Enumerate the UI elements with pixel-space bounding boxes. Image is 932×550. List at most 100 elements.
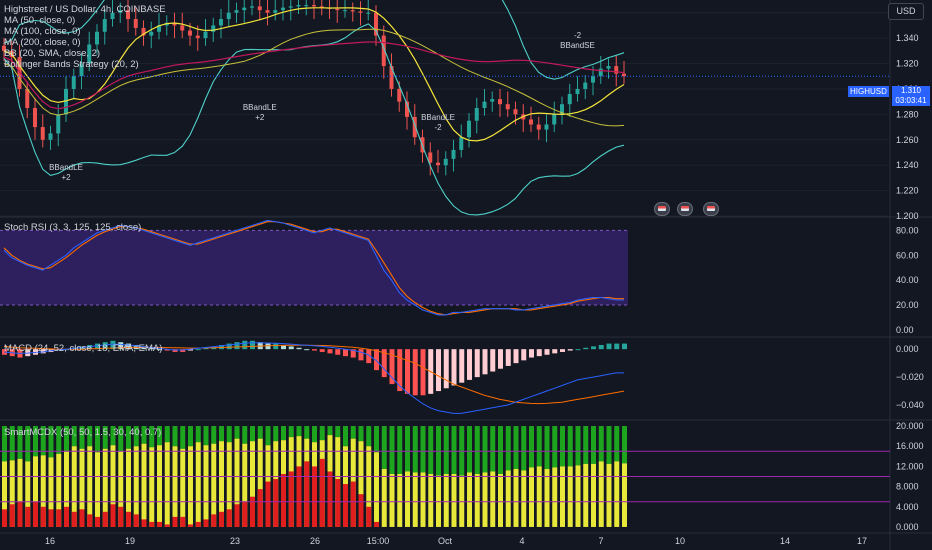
smartmcdx-yellow-bar <box>591 463 596 527</box>
event-flag-icon[interactable] <box>654 202 670 216</box>
smartmcdx-red-bar <box>87 514 93 527</box>
candle <box>552 114 557 125</box>
macd-histogram-bar <box>490 349 496 372</box>
smartmcdx-yellow-bar <box>405 471 410 527</box>
smartmcdx-green-bar <box>335 426 341 438</box>
macd-histogram-bar <box>110 340 116 350</box>
currency-button[interactable]: USD <box>888 3 924 20</box>
overlay-ma100-label[interactable]: MA (100, close, 0) <box>4 26 81 37</box>
smartmcdx-yellow-bar <box>513 468 519 527</box>
smartmcdx-red-bar <box>343 484 348 527</box>
candle <box>583 82 588 89</box>
macd-histogram-bar <box>327 349 333 354</box>
smartmcdx-yellow-bar <box>606 463 612 527</box>
candle <box>126 10 130 20</box>
macd-histogram-bar <box>265 343 271 350</box>
smartmcdx-yellow-bar <box>443 473 449 527</box>
smartmcdx-axis-tick: 8.000 <box>896 482 919 492</box>
smartmcdx-yellow-bar <box>211 443 217 527</box>
smartmcdx-yellow-bar <box>451 473 457 527</box>
smartmcdx-green-bar <box>87 426 93 447</box>
candle <box>296 5 301 7</box>
time-axis-tick: Oct <box>438 536 453 546</box>
candle <box>366 12 371 14</box>
event-flag-icon[interactable] <box>703 202 719 216</box>
smartmcdx-label[interactable]: SmartMCDX (50, 50, 1.5, 30, 40, 0.7) <box>4 427 162 438</box>
candle <box>412 116 417 138</box>
candle <box>544 124 549 130</box>
smartmcdx-green-bar <box>575 426 581 466</box>
smartmcdx-red-bar <box>211 514 217 527</box>
smartmcdx-green-bar <box>48 426 54 458</box>
smartmcdx-green-bar <box>288 426 294 438</box>
smartmcdx-red-bar <box>48 509 54 527</box>
candle <box>490 99 495 102</box>
smartmcdx-green-bar <box>25 426 31 462</box>
smartmcdx-yellow-bar <box>33 456 38 527</box>
smartmcdx-green-bar <box>319 426 325 441</box>
macd-histogram-bar <box>436 349 441 392</box>
candle <box>397 88 402 102</box>
smartmcdx-yellow-bar <box>389 473 395 527</box>
candle <box>2 45 6 51</box>
smartmcdx-green-bar <box>180 426 186 449</box>
overlay-ma50-label[interactable]: MA (50, close, 0) <box>4 15 76 26</box>
candle <box>451 149 456 159</box>
candle <box>71 76 76 89</box>
candle <box>498 99 502 105</box>
price-axis-tick: 1.200 <box>896 211 919 221</box>
smartmcdx-axis-tick: 0.000 <box>896 522 919 532</box>
macd-histogram-bar <box>505 349 511 366</box>
overlay-bbstrategy-label[interactable]: Bollinger Bands Strategy (20, 2) <box>4 59 139 70</box>
smartmcdx-green-bar <box>17 426 23 459</box>
smartmcdx-yellow-bar <box>219 441 224 527</box>
smartmcdx-green-bar <box>281 426 286 441</box>
smartmcdx-yellow-bar <box>149 447 155 527</box>
smartmcdx-red-bar <box>358 494 364 527</box>
signal-qty: +2 <box>255 113 265 122</box>
smartmcdx-red-bar <box>180 516 186 527</box>
candle <box>180 25 185 31</box>
smartmcdx-yellow-bar <box>157 445 162 527</box>
smartmcdx-red-bar <box>71 511 77 527</box>
smartmcdx-yellow-bar <box>544 468 550 527</box>
macd-histogram-bar <box>513 349 519 364</box>
macd-histogram-bar <box>40 349 46 354</box>
overlay-bb-label[interactable]: BB (20, SMA, close, 2) <box>4 48 101 59</box>
smartmcdx-yellow-bar <box>195 442 201 527</box>
smartmcdx-yellow-bar <box>172 446 178 527</box>
signal-qty: -2 <box>434 123 442 132</box>
macd-label[interactable]: MACD (24, 52, close, 18, EMA, EMA) <box>4 343 163 354</box>
candle <box>428 152 433 163</box>
smartmcdx-red-bar <box>79 509 85 527</box>
smartmcdx-yellow-bar <box>2 461 7 527</box>
candle <box>56 114 61 134</box>
macd-histogram-bar <box>498 349 503 369</box>
smartmcdx-green-bar <box>273 426 279 442</box>
macd-histogram-bar <box>242 340 248 350</box>
time-axis-tick: 26 <box>310 536 320 546</box>
macd-line <box>3 342 624 414</box>
signal-label: BBandLE <box>421 113 455 122</box>
candle <box>614 66 619 74</box>
smartmcdx-yellow-bar <box>257 438 263 527</box>
smartmcdx-red-bar <box>273 479 279 527</box>
overlay-ma200-label[interactable]: MA (200, close, 0) <box>4 37 81 48</box>
smartmcdx-red-bar <box>195 521 201 527</box>
smartmcdx-axis-tick: 12.000 <box>896 461 924 471</box>
smartmcdx-yellow-bar <box>118 451 124 527</box>
event-flag-icon[interactable] <box>677 202 693 216</box>
macd-histogram-bar <box>397 349 403 392</box>
smartmcdx-green-bar <box>102 426 108 449</box>
smartmcdx-green-bar <box>474 426 480 474</box>
macd-histogram-bar <box>598 344 604 350</box>
smartmcdx-green-bar <box>9 426 15 461</box>
macd-histogram-bar <box>149 347 155 350</box>
macd-axis-tick: −0.040 <box>896 400 924 410</box>
stoch-rsi-label[interactable]: Stoch RSI (3, 3, 125, 125, close) <box>4 222 142 233</box>
stoch-axis-tick: 80.00 <box>896 225 919 235</box>
smartmcdx-yellow-bar <box>250 441 255 527</box>
smartmcdx-green-bar <box>188 426 193 447</box>
smartmcdx-green-bar <box>211 426 217 444</box>
